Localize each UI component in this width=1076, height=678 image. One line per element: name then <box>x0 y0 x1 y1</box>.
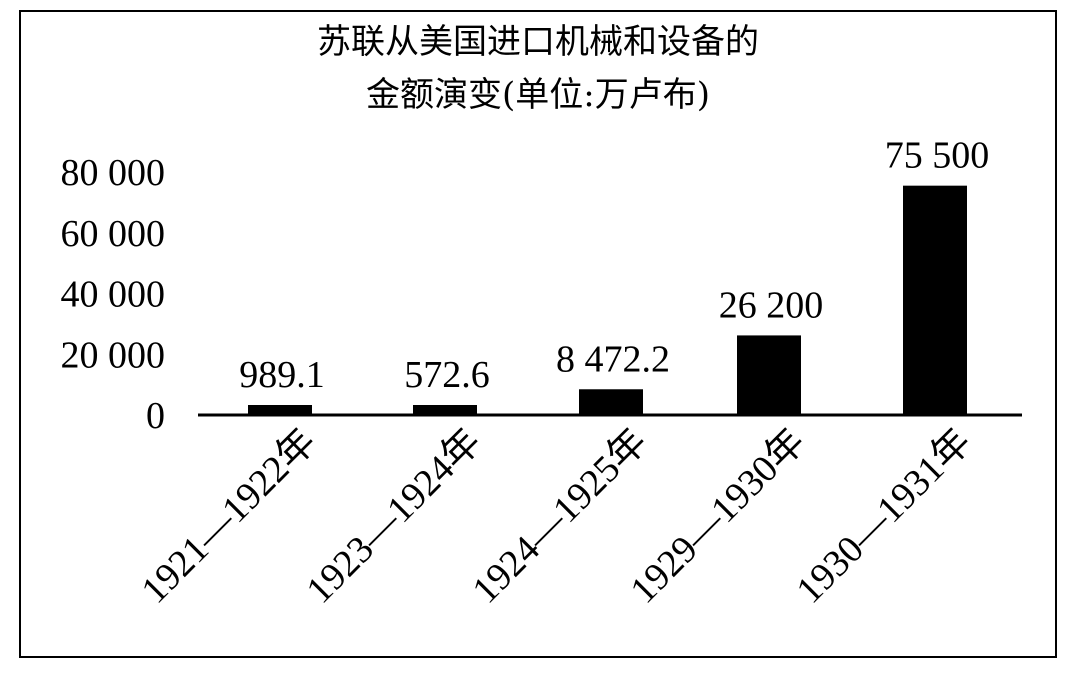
bar <box>413 405 477 415</box>
y-axis-ticks: 0 20 000 40 000 60 000 80 000 <box>61 152 166 437</box>
data-label: 8 472.2 <box>556 338 670 380</box>
y-tick-label: 20 000 <box>61 334 166 376</box>
chart-frame <box>19 10 1057 658</box>
bar <box>579 389 643 415</box>
bar <box>248 405 312 415</box>
data-label: 572.6 <box>404 354 490 396</box>
bar <box>737 335 801 415</box>
x-tick-label: 1930—1931年 <box>788 421 979 612</box>
chart-title: 苏联从美国进口机械和设备的 <box>317 22 759 62</box>
x-tick-label: 1921—1922年 <box>133 421 324 612</box>
bar <box>903 185 967 415</box>
x-tick-label: 1923—1924年 <box>298 421 489 612</box>
y-tick-label: 60 000 <box>61 213 166 255</box>
y-tick-label: 0 <box>146 395 165 437</box>
data-label: 26 200 <box>719 284 824 326</box>
y-tick-label: 80 000 <box>61 152 166 194</box>
x-axis-labels: 1921—1922年1923—1924年1924—1925年1929—1930年… <box>133 421 979 612</box>
data-label: 75 500 <box>885 135 990 177</box>
y-tick-label: 40 000 <box>61 274 166 316</box>
bars <box>248 185 967 415</box>
chart-subtitle: 金额演变(单位:万卢布) <box>366 75 710 115</box>
data-label: 989.1 <box>239 354 325 396</box>
value-labels: 989.1 572.6 8 472.2 26 200 75 500 <box>239 135 989 396</box>
